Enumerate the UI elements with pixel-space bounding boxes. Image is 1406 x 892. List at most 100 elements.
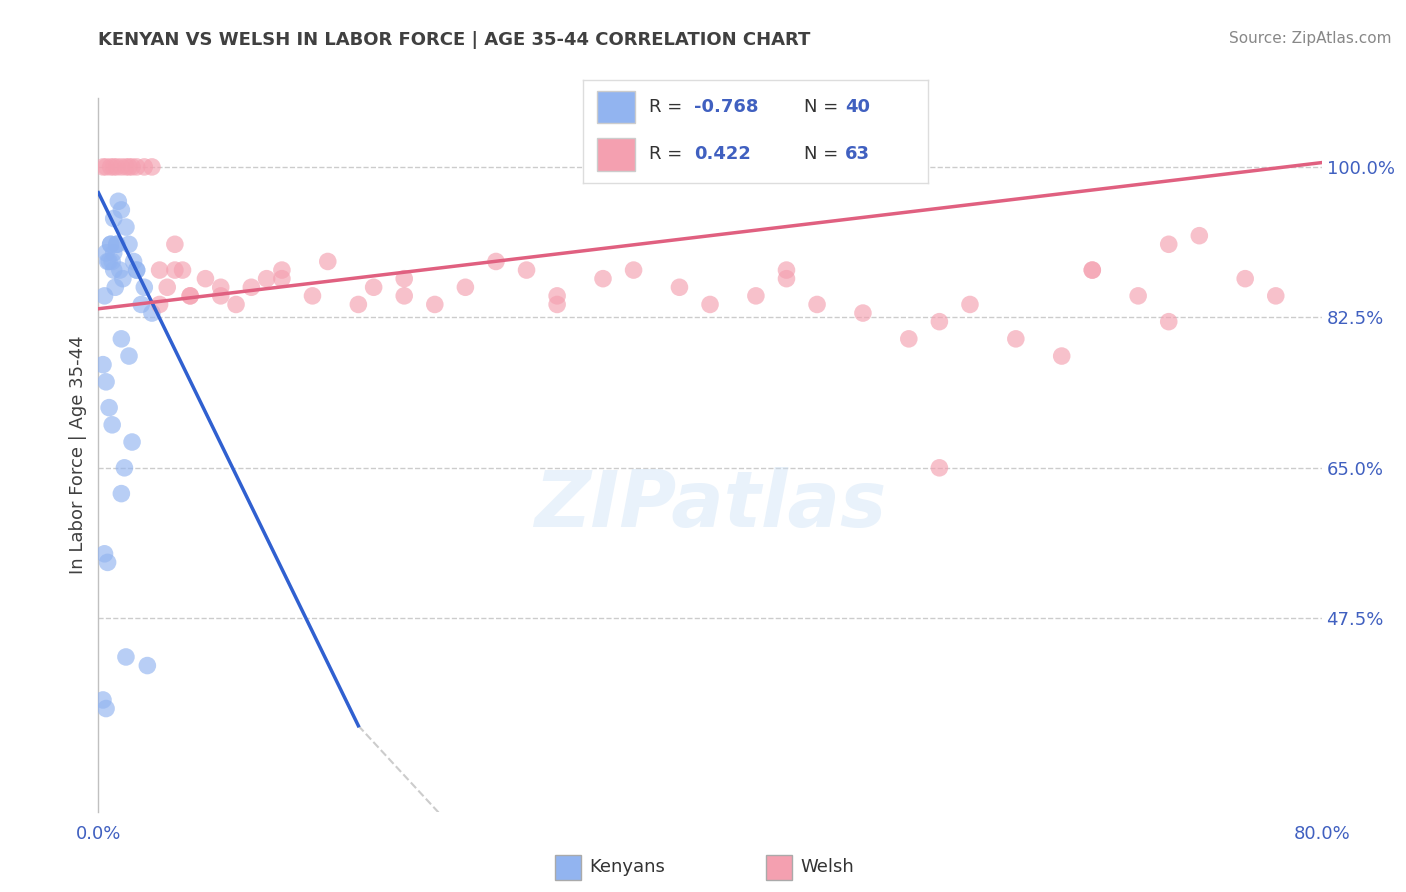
Point [209, 289, 232, 303]
Point [110, 332, 132, 346]
Point [98, 254, 121, 268]
Text: Source: ZipAtlas.com: Source: ZipAtlas.com [1229, 31, 1392, 46]
Point [103, 245, 125, 260]
Point [316, 254, 339, 268]
Point [103, 160, 125, 174]
Point [101, 254, 124, 268]
Text: 63: 63 [845, 145, 870, 163]
Point [100, 237, 122, 252]
Text: Kenyans: Kenyans [589, 858, 665, 876]
Point [122, 254, 145, 268]
Point [97, 555, 120, 569]
Text: 80.0%: 80.0% [1294, 824, 1350, 843]
Point [1050, 349, 1073, 363]
Point [94, 701, 117, 715]
Point [179, 289, 201, 303]
Point [163, 237, 186, 252]
Point [392, 271, 416, 285]
Point [94, 245, 117, 260]
Point [115, 220, 138, 235]
Point [91, 358, 114, 372]
Y-axis label: In Labor Force | Age 35-44: In Labor Force | Age 35-44 [69, 335, 87, 574]
Point [668, 280, 690, 294]
Point [347, 297, 370, 311]
Point [256, 271, 278, 285]
Text: ZIPatlas: ZIPatlas [534, 467, 886, 543]
Point [516, 263, 538, 277]
Point [149, 263, 172, 277]
Point [134, 160, 156, 174]
Point [94, 160, 117, 174]
Point [115, 650, 138, 665]
Point [100, 160, 122, 174]
Point [928, 460, 950, 475]
Point [118, 349, 141, 363]
Text: -0.768: -0.768 [693, 98, 758, 116]
Point [423, 297, 446, 311]
Point [1234, 271, 1257, 285]
Point [91, 693, 114, 707]
Point [1128, 289, 1150, 303]
Point [110, 486, 132, 500]
Point [112, 460, 135, 475]
Point [94, 375, 117, 389]
Point [897, 332, 920, 346]
Point [100, 237, 122, 252]
Point [118, 160, 141, 174]
Point [156, 280, 179, 294]
Point [121, 160, 143, 174]
Point [1157, 315, 1180, 329]
Text: Welsh: Welsh [800, 858, 853, 876]
Point [108, 263, 131, 277]
Point [775, 271, 797, 285]
Point [107, 194, 129, 209]
Point [1004, 332, 1026, 346]
Point [103, 211, 125, 226]
Point [392, 289, 416, 303]
Point [959, 297, 981, 311]
Point [125, 263, 148, 277]
Point [105, 237, 128, 252]
Text: 0.422: 0.422 [693, 145, 751, 163]
Point [93, 547, 115, 561]
Point [129, 297, 152, 311]
Point [1081, 263, 1104, 277]
Point [141, 160, 163, 174]
Point [546, 297, 568, 311]
Point [270, 271, 294, 285]
Point [775, 263, 797, 277]
Bar [598, 137, 636, 170]
Text: R =: R = [650, 145, 693, 163]
Point [225, 297, 247, 311]
Point [852, 306, 875, 320]
Point [301, 289, 323, 303]
Point [105, 160, 128, 174]
Point [454, 280, 477, 294]
Point [141, 306, 163, 320]
Point [699, 297, 721, 311]
Text: 40: 40 [845, 98, 870, 116]
Point [105, 237, 128, 252]
Point [194, 271, 217, 285]
Point [97, 254, 120, 268]
Point [592, 271, 614, 285]
Point [485, 254, 508, 268]
Point [121, 435, 143, 450]
Point [110, 160, 132, 174]
Point [240, 280, 263, 294]
Point [172, 263, 194, 277]
Text: R =: R = [650, 98, 688, 116]
Text: N =: N = [804, 98, 844, 116]
Point [91, 160, 114, 174]
Point [1264, 289, 1286, 303]
Point [98, 401, 121, 415]
Point [104, 280, 127, 294]
Text: N =: N = [804, 145, 844, 163]
Point [110, 202, 132, 217]
Point [163, 263, 186, 277]
Point [1081, 263, 1104, 277]
Point [111, 271, 134, 285]
Text: KENYAN VS WELSH IN LABOR FORCE | AGE 35-44 CORRELATION CHART: KENYAN VS WELSH IN LABOR FORCE | AGE 35-… [98, 31, 811, 49]
Point [546, 289, 568, 303]
Point [149, 297, 172, 311]
